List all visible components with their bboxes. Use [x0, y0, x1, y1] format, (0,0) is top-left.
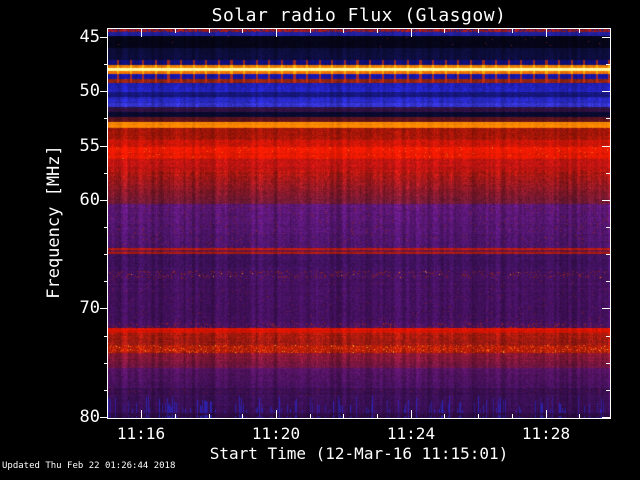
y-tick: [100, 37, 108, 38]
y-tick: [104, 336, 108, 337]
x-tick: [242, 414, 243, 418]
y-tick: [606, 64, 610, 65]
x-tick: [377, 29, 378, 33]
y-tick-label: 45: [79, 27, 100, 47]
x-tick: [377, 414, 378, 418]
y-tick: [104, 118, 108, 119]
x-tick: [579, 29, 580, 33]
x-tick: [310, 29, 311, 33]
y-tick: [100, 91, 108, 92]
y-tick: [104, 173, 108, 174]
x-tick-label: 11:20: [251, 424, 301, 443]
y-tick: [606, 336, 610, 337]
x-axis-label: Start Time (12-Mar-16 11:15:01): [209, 444, 509, 463]
x-tick: [478, 414, 479, 418]
x-tick: [141, 410, 142, 418]
y-tick-label: 70: [79, 298, 100, 318]
y-tick: [606, 118, 610, 119]
x-tick: [276, 410, 277, 418]
y-tick-label: 55: [79, 136, 100, 156]
y-tick: [104, 227, 108, 228]
y-tick: [100, 308, 108, 309]
y-tick: [104, 281, 108, 282]
x-tick: [444, 414, 445, 418]
x-tick: [411, 29, 412, 37]
x-tick-label: 11:28: [521, 424, 571, 443]
y-tick-label: 50: [79, 81, 100, 101]
y-tick: [100, 417, 108, 418]
y-tick: [602, 91, 610, 92]
y-tick: [104, 390, 108, 391]
x-tick: [579, 414, 580, 418]
x-tick: [512, 29, 513, 33]
y-tick: [104, 254, 108, 255]
y-tick: [104, 64, 108, 65]
y-tick-label: 80: [79, 407, 100, 427]
x-tick: [175, 29, 176, 33]
x-tick: [546, 29, 547, 37]
x-tick: [343, 414, 344, 418]
y-tick: [602, 417, 610, 418]
y-tick: [602, 146, 610, 147]
x-tick: [310, 414, 311, 418]
x-tick: [209, 29, 210, 33]
y-tick: [606, 363, 610, 364]
x-tick: [175, 414, 176, 418]
y-tick-label: 60: [79, 190, 100, 210]
x-tick: [276, 29, 277, 37]
x-tick: [209, 414, 210, 418]
updated-timestamp: Updated Thu Feb 22 01:26:44 2018: [2, 461, 176, 471]
y-tick: [606, 254, 610, 255]
x-tick: [343, 29, 344, 33]
y-tick: [100, 146, 108, 147]
x-tick: [411, 410, 412, 418]
y-axis-label: Frequency [MHz]: [44, 145, 64, 299]
x-tick-label: 11:16: [116, 424, 166, 443]
chart-title: Solar radio Flux (Glasgow): [211, 5, 507, 26]
y-tick: [606, 173, 610, 174]
x-tick: [546, 410, 547, 418]
y-tick: [104, 363, 108, 364]
x-tick: [478, 29, 479, 33]
spectrogram-canvas: [108, 29, 610, 418]
x-tick: [512, 414, 513, 418]
y-tick: [606, 281, 610, 282]
y-tick: [606, 227, 610, 228]
x-tick: [141, 29, 142, 37]
y-tick: [602, 200, 610, 201]
x-tick: [444, 29, 445, 33]
x-tick: [242, 29, 243, 33]
x-tick-label: 11:24: [386, 424, 436, 443]
y-tick: [602, 308, 610, 309]
y-tick: [100, 200, 108, 201]
y-tick: [602, 37, 610, 38]
y-tick: [606, 390, 610, 391]
